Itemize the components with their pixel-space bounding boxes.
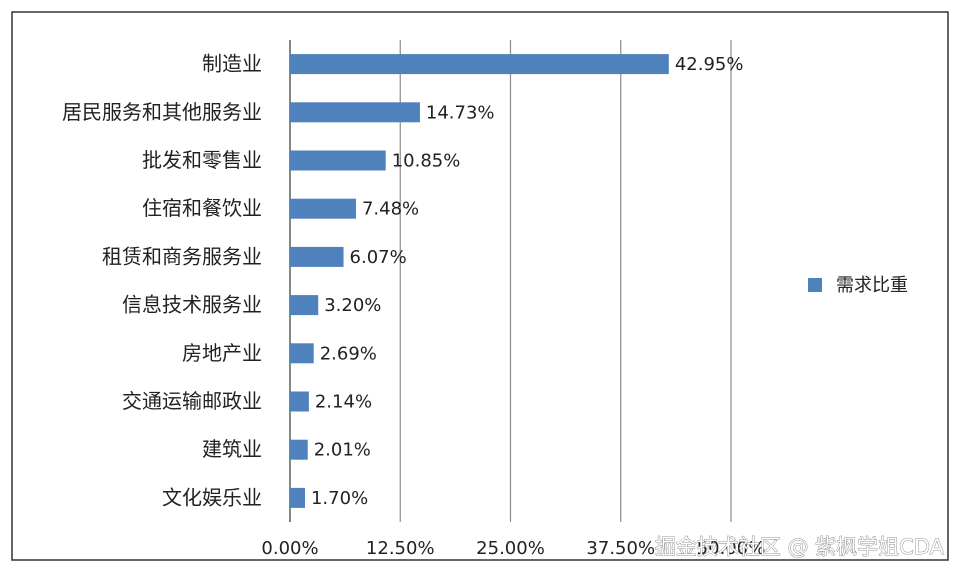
data-label: 2.01%: [314, 440, 371, 461]
data-label: 10.85%: [392, 151, 461, 172]
data-label: 14.73%: [426, 102, 495, 123]
chart-frame: [11, 11, 949, 561]
y-tick-label: 批发和零售业: [142, 148, 262, 172]
bar: [290, 295, 319, 316]
y-tick-label: 交通运输邮政业: [122, 389, 262, 413]
bar: [290, 198, 356, 219]
bar: [290, 150, 386, 171]
x-tick-label: 0.00%: [261, 538, 318, 559]
watermark: 掘金技术社区 @ 紫枫学姐CDA: [655, 535, 945, 559]
y-tick-label: 制造业: [202, 52, 262, 76]
x-tick-label: 50.00%: [697, 538, 766, 559]
y-tick-label: 房地产业: [182, 341, 262, 365]
x-tick-label: 25.00%: [476, 538, 545, 559]
data-label: 2.69%: [320, 343, 377, 364]
data-label: 7.48%: [362, 199, 419, 220]
data-label: 42.95%: [675, 54, 744, 75]
x-tick-label: 12.50%: [366, 538, 435, 559]
bar: [290, 246, 344, 267]
data-label: 6.07%: [350, 247, 407, 268]
y-tick-label: 租赁和商务服务业: [102, 244, 262, 268]
y-tick-label: 住宿和餐饮业: [142, 196, 262, 220]
data-label: 1.70%: [311, 488, 368, 509]
bar: [290, 391, 309, 412]
data-label: 2.14%: [315, 392, 372, 413]
bar: [290, 102, 420, 123]
x-tick-label: 37.50%: [586, 538, 655, 559]
bar: [290, 439, 308, 460]
legend-label: 需求比重: [836, 275, 908, 296]
bar: [290, 487, 305, 508]
y-tick-label: 居民服务和其他服务业: [62, 100, 262, 124]
legend-swatch: [808, 278, 822, 292]
bar: [290, 343, 314, 364]
y-tick-label: 建筑业: [202, 437, 262, 461]
y-tick-label: 信息技术服务业: [122, 293, 262, 317]
bar: [290, 54, 669, 75]
data-label: 3.20%: [324, 295, 381, 316]
y-tick-label: 文化娱乐业: [162, 485, 262, 509]
